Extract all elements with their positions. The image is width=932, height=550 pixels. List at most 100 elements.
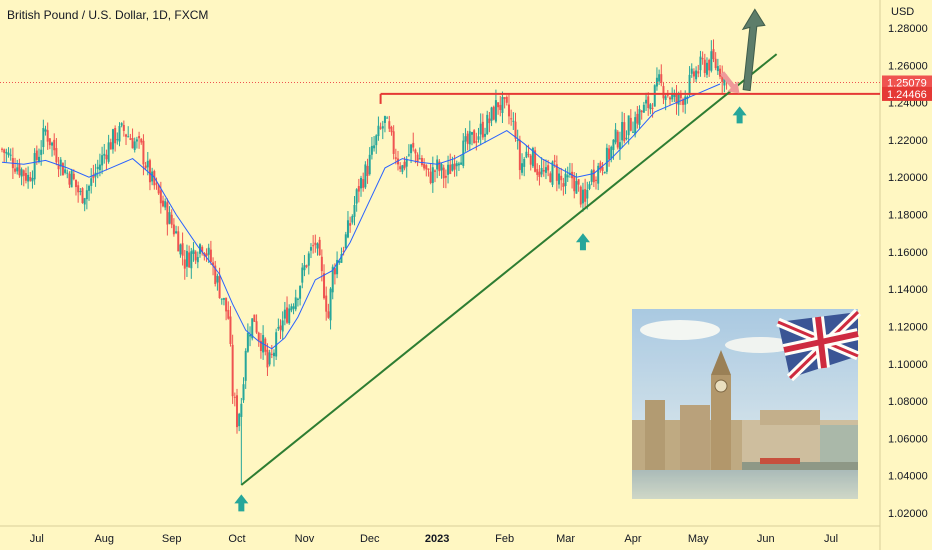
candle-body [103, 153, 106, 156]
candle-body [431, 167, 434, 184]
candle-body [188, 252, 191, 268]
candle-body [640, 110, 643, 113]
candle-body [46, 130, 49, 142]
candle-body [74, 179, 77, 188]
candle-body [329, 288, 332, 321]
candle-body [599, 162, 602, 170]
candle-body [205, 253, 208, 257]
candle-body [438, 161, 441, 172]
candle-body [547, 165, 550, 171]
candle-body [194, 251, 197, 261]
candle-body [325, 295, 328, 312]
candle-body [544, 167, 547, 173]
candle-body [449, 164, 452, 174]
candle-body [721, 73, 724, 82]
y-tick-label: 1.04000 [888, 471, 928, 483]
candle-body [490, 107, 493, 121]
candle-body [564, 173, 567, 187]
candle-body [581, 189, 584, 204]
candle-body [81, 188, 84, 204]
trendline[interactable] [240, 53, 778, 486]
candle-body [440, 164, 443, 171]
candle-body [229, 316, 232, 345]
candle-body [340, 254, 343, 263]
candle-body [625, 137, 628, 140]
candle-body [225, 297, 228, 312]
candle-body [629, 117, 632, 131]
candle-body [177, 231, 180, 252]
candle-body [423, 163, 426, 169]
candle-body [333, 268, 336, 275]
candle-body [27, 174, 30, 182]
candle-body [503, 97, 506, 99]
candle-body [144, 165, 147, 169]
candle-body [270, 353, 273, 355]
candle-body [268, 352, 271, 365]
candle-body [168, 212, 171, 224]
candle-body [20, 169, 23, 177]
candle-body [55, 148, 58, 163]
candle-body [610, 146, 613, 159]
candle-body [403, 161, 406, 169]
y-tick-label: 1.22000 [888, 135, 928, 147]
candle-body [170, 214, 173, 225]
candle-body [662, 86, 665, 99]
candle-body [412, 142, 415, 148]
candle-body [531, 148, 534, 167]
candle-body [320, 256, 323, 272]
candle-body [527, 154, 530, 156]
candle-body [118, 126, 121, 142]
candle-body [166, 202, 169, 225]
x-tick-label: Nov [295, 533, 315, 545]
candle-body [562, 183, 565, 187]
candle-body [85, 190, 88, 200]
candle-body [279, 325, 282, 330]
x-tick-label: Jun [757, 533, 775, 545]
candle-body [96, 166, 99, 169]
candle-body [196, 257, 199, 263]
candle-body [636, 113, 639, 124]
candle-body [16, 167, 19, 172]
candle-body [220, 298, 223, 300]
candle-body [575, 181, 578, 194]
candle-body [235, 395, 238, 428]
candle-body [542, 170, 545, 172]
candle-body [162, 200, 165, 207]
candle-body [238, 413, 241, 427]
candle-body [281, 320, 284, 332]
candle-body [451, 164, 454, 171]
candle-body [470, 132, 473, 135]
candle-body [301, 267, 304, 283]
x-tick-label: 2023 [425, 533, 449, 545]
candle-body [290, 306, 293, 311]
candle-body [386, 117, 389, 119]
candle-body [77, 185, 80, 193]
candle-body [616, 131, 619, 148]
candle-body [22, 170, 25, 176]
candle-body [462, 140, 465, 166]
x-tick-label: Apr [624, 533, 641, 545]
candle-body [425, 165, 428, 170]
up-arrow-icon [234, 494, 249, 512]
candle-body [638, 109, 641, 126]
candle-body [407, 154, 410, 156]
candle-body [558, 173, 561, 185]
candle-body [72, 173, 75, 180]
candle-body [107, 142, 110, 162]
candle-body [164, 201, 167, 208]
candle-body [31, 178, 34, 182]
candle-body [7, 152, 10, 156]
london-parliament-photo [632, 308, 862, 499]
candle-body [338, 261, 341, 263]
candle-body [251, 318, 254, 339]
candle-body [90, 178, 93, 186]
candle-body [216, 275, 219, 283]
candle-body [390, 126, 393, 133]
y-tick-label: 1.14000 [888, 284, 928, 296]
candle-body [553, 160, 556, 162]
candle-body [14, 168, 17, 172]
candle-body [294, 297, 297, 310]
candle-body [468, 131, 471, 145]
